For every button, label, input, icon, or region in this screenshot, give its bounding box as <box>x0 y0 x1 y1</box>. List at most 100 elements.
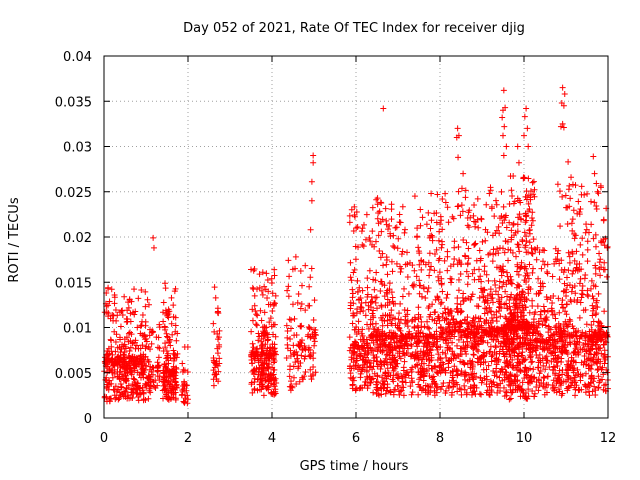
data-point <box>288 317 295 324</box>
data-point <box>560 378 567 385</box>
data-point <box>118 371 125 378</box>
data-point <box>527 196 534 203</box>
data-point <box>578 290 585 297</box>
data-point <box>358 368 365 375</box>
data-point <box>299 376 306 383</box>
data-point <box>405 372 412 379</box>
data-point <box>255 330 262 337</box>
data-point <box>140 397 147 404</box>
data-point <box>445 364 452 371</box>
data-point <box>145 301 152 308</box>
data-point <box>531 246 538 253</box>
data-point <box>308 265 315 272</box>
data-point <box>530 191 537 198</box>
data-point <box>293 355 300 362</box>
data-point <box>590 153 597 160</box>
data-point <box>450 368 457 375</box>
data-point <box>353 331 360 338</box>
data-point <box>417 348 424 355</box>
data-point <box>414 362 421 369</box>
data-point <box>387 230 394 237</box>
data-point <box>424 318 431 325</box>
data-point <box>155 354 162 361</box>
data-point <box>408 391 415 398</box>
data-point <box>509 192 516 199</box>
data-point <box>211 364 218 371</box>
data-point <box>421 323 428 330</box>
data-point <box>415 244 422 251</box>
data-point <box>173 381 180 388</box>
data-point <box>435 370 442 377</box>
data-point <box>526 261 533 268</box>
data-point <box>308 376 315 383</box>
data-point <box>458 320 465 327</box>
data-point <box>591 351 598 358</box>
data-point <box>525 143 532 150</box>
data-point <box>306 326 313 333</box>
data-point <box>579 251 586 258</box>
data-point <box>457 212 464 219</box>
data-point <box>347 274 354 281</box>
data-point <box>558 301 565 308</box>
data-point <box>416 290 423 297</box>
data-point <box>570 267 577 274</box>
data-point <box>451 363 458 370</box>
data-point <box>493 373 500 380</box>
data-point <box>535 322 542 329</box>
data-point <box>518 352 525 359</box>
data-point <box>425 338 432 345</box>
data-point <box>563 369 570 376</box>
data-point <box>162 364 169 371</box>
data-point <box>379 333 386 340</box>
data-point <box>259 370 266 377</box>
data-point <box>601 266 608 273</box>
data-point <box>503 315 510 322</box>
data-point <box>106 358 113 365</box>
data-point <box>521 113 528 120</box>
data-point <box>310 316 317 323</box>
data-point <box>374 333 381 340</box>
data-point <box>457 358 464 365</box>
data-point <box>496 304 503 311</box>
data-point <box>578 183 585 190</box>
data-point <box>540 362 547 369</box>
data-point <box>516 197 523 204</box>
data-point <box>471 370 478 377</box>
data-point <box>383 261 390 268</box>
data-point <box>426 272 433 279</box>
data-point <box>572 392 579 399</box>
data-point <box>346 219 353 226</box>
data-point <box>507 372 514 379</box>
data-point <box>590 235 597 242</box>
data-point <box>422 261 429 268</box>
data-point <box>468 344 475 351</box>
data-point <box>392 322 399 329</box>
data-point <box>515 304 522 311</box>
data-point <box>259 361 266 368</box>
data-point <box>392 315 399 322</box>
data-point <box>489 258 496 265</box>
data-point <box>478 337 485 344</box>
data-point <box>263 270 270 277</box>
data-point <box>595 365 602 372</box>
data-point <box>558 330 565 337</box>
data-point <box>584 238 591 245</box>
data-point <box>148 368 155 375</box>
data-point <box>359 357 366 364</box>
data-point <box>511 373 518 380</box>
data-point <box>372 320 379 327</box>
data-point <box>270 367 277 374</box>
data-point <box>493 318 500 325</box>
data-point <box>476 318 483 325</box>
data-point <box>437 343 444 350</box>
data-point <box>500 152 507 159</box>
data-point <box>417 222 424 229</box>
data-point <box>370 326 377 333</box>
data-point <box>140 389 147 396</box>
data-point <box>558 336 565 343</box>
data-point <box>460 359 467 366</box>
data-point <box>527 349 534 356</box>
data-point <box>428 232 435 239</box>
data-point <box>565 158 572 165</box>
data-point <box>170 373 177 380</box>
